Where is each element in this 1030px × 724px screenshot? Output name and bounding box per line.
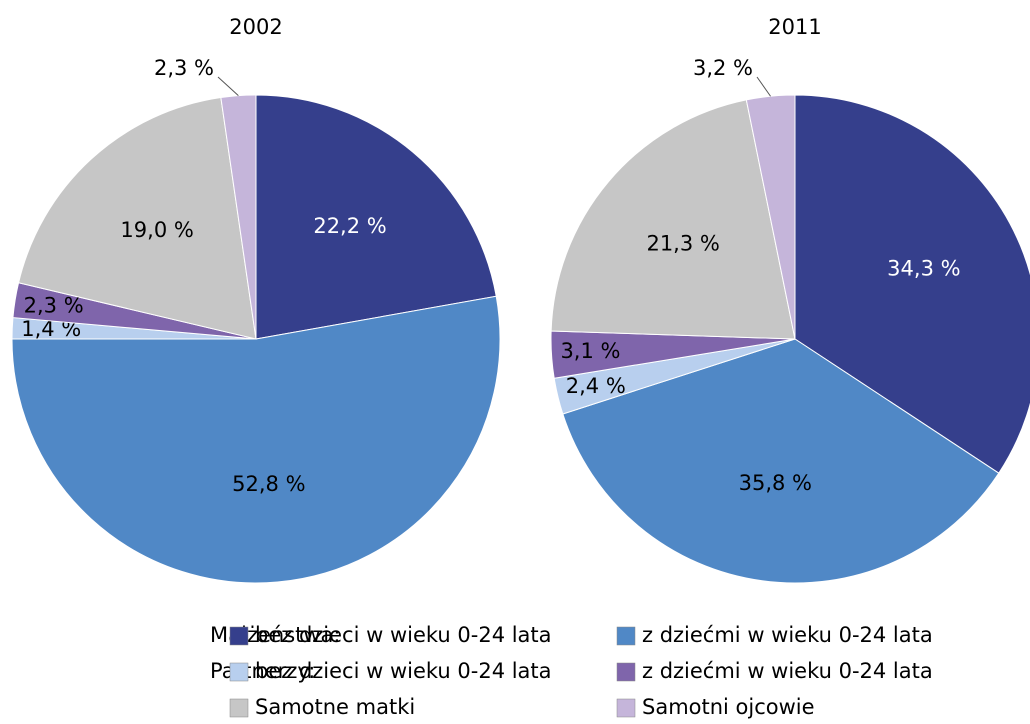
pie-slice <box>745 94 796 340</box>
pie-slice <box>255 94 497 340</box>
leader-line <box>217 76 239 97</box>
legend-swatch <box>229 626 249 646</box>
chart-title: 2011 <box>768 15 821 39</box>
legend-label: bez dzieci w wieku 0-24 lata <box>255 659 552 683</box>
data-label: 3,2 % <box>693 56 753 80</box>
pie-slice <box>794 94 1030 474</box>
data-label: 35,8 % <box>739 471 812 495</box>
legend-label: z dziećmi w wieku 0-24 lata <box>642 623 933 647</box>
legend-label: bez dzieci w wieku 0-24 lata <box>255 623 552 647</box>
data-label: 19,0 % <box>120 218 193 242</box>
pie-slice <box>562 338 1000 584</box>
data-label: 22,2 % <box>313 214 386 238</box>
pie-slice <box>17 96 257 340</box>
data-label: 3,1 % <box>560 339 620 363</box>
pie-slice <box>550 99 796 340</box>
legend-swatch <box>229 698 249 718</box>
legend-label: z dziećmi w wieku 0-24 lata <box>642 659 933 683</box>
data-label: 2,3 % <box>24 293 84 317</box>
legend-swatch <box>616 662 636 682</box>
data-label: 52,8 % <box>232 472 305 496</box>
pie-slice <box>11 295 501 584</box>
leader-line <box>756 76 771 97</box>
data-label: 2,4 % <box>566 374 626 398</box>
data-label: 34,3 % <box>887 257 960 281</box>
legend-group: Partnerzy: <box>210 659 315 683</box>
data-label: 2,3 % <box>154 56 214 80</box>
data-label: 21,3 % <box>646 232 719 256</box>
legend-label: Samotne matki <box>255 695 415 719</box>
legend-swatch <box>616 698 636 718</box>
legend-swatch <box>229 662 249 682</box>
chart-title: 2002 <box>229 15 282 39</box>
legend-label: Samotni ojcowie <box>642 695 815 719</box>
legend-swatch <box>616 626 636 646</box>
